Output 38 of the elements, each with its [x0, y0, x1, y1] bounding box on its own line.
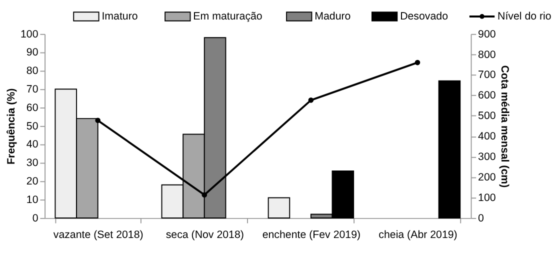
point [308, 98, 314, 103]
y-tick-label: 30 [26, 157, 38, 170]
y-tick-label: 80 [26, 65, 38, 78]
y-axis-title: Frequência (%) [6, 88, 18, 165]
point [95, 118, 100, 124]
y2-tick-label: 100 [478, 192, 496, 204]
legend-label: Nível do rio [498, 10, 552, 22]
x-tick-label: cheia (Abr 2019) [378, 228, 458, 241]
legend-label: Em maturação [193, 10, 262, 22]
y2-tick-label: 300 [478, 151, 496, 164]
x-tick-label: seca (Nov 2018) [166, 228, 244, 241]
point [202, 192, 208, 198]
y-tick-label: 50 [26, 120, 38, 132]
y2-tick-label: 700 [478, 69, 496, 82]
y-tick-label: 0 [32, 212, 38, 224]
legend-label: Desovado [400, 10, 448, 22]
y2-tick-label: 0 [478, 212, 484, 224]
x-tick-label: enchente (Fev 2019) [262, 228, 361, 241]
y2-tick-label: 200 [478, 171, 496, 184]
legend-label: Maduro [314, 10, 351, 22]
y-tick-label: 10 [26, 194, 38, 206]
y2-tick-label: 900 [478, 28, 496, 40]
y-tick-label: 60 [26, 102, 38, 114]
y2-axis-title: Cota média mensal (cm) [498, 65, 511, 188]
y-tick-label: 20 [26, 176, 38, 188]
bar [438, 80, 461, 218]
y2-tick-label: 800 [478, 48, 496, 61]
legend-label: Imaturo [102, 10, 138, 22]
y2-tick-label: 500 [478, 110, 496, 122]
y2-tick-label: 400 [478, 130, 496, 143]
y2-tick-label: 600 [478, 90, 496, 102]
y-tick-label: 70 [26, 84, 38, 96]
bar [268, 197, 290, 218]
x-tick-label: vazante (Set 2018) [53, 228, 144, 241]
y-tick-label: 40 [26, 138, 38, 151]
point [414, 60, 420, 66]
y-tick-label: 100 [20, 28, 38, 40]
y-tick-label: 90 [26, 46, 38, 59]
